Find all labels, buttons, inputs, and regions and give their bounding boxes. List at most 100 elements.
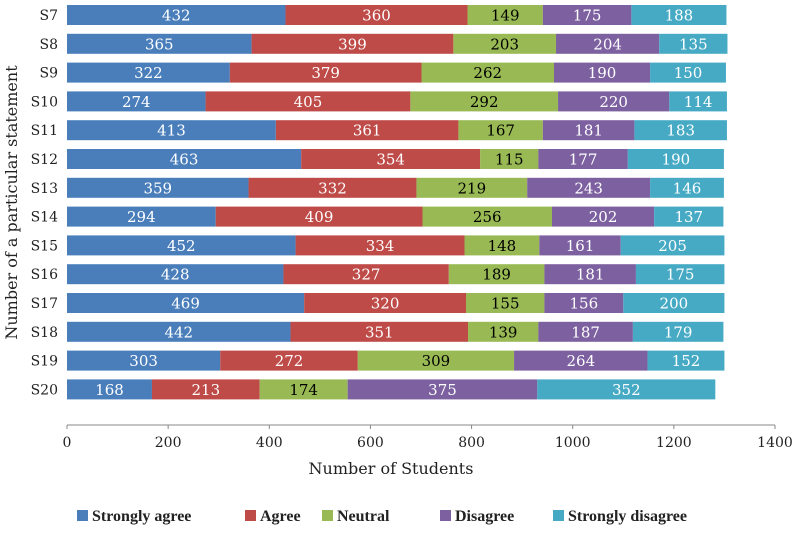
bar-segment-strongly-agree xyxy=(67,33,252,54)
bar-segment-agree xyxy=(205,91,411,112)
x-tick-label: 200 xyxy=(155,435,182,451)
bar-segment-disagree xyxy=(544,293,624,313)
bar-value-label: 114 xyxy=(684,93,713,111)
bar-value-label: 219 xyxy=(458,179,487,197)
bar-segment-strongly-disagree xyxy=(654,206,724,227)
bar-segment-agree xyxy=(248,177,417,198)
bar-value-label: 365 xyxy=(145,35,174,53)
bar-segment-strongly-disagree xyxy=(537,379,716,400)
bar-segment-disagree xyxy=(556,33,660,54)
y-tick-label: S9 xyxy=(40,66,59,82)
bar-value-label: 175 xyxy=(666,266,695,284)
bar-segment-strongly-agree xyxy=(67,5,286,25)
bar-segment-disagree xyxy=(558,91,670,112)
bar-segment-strongly-disagree xyxy=(631,5,727,25)
bar-value-label: 332 xyxy=(318,179,347,197)
bar-value-label: 174 xyxy=(289,381,318,399)
bar-segment-disagree xyxy=(544,264,636,285)
bar-value-label: 352 xyxy=(612,381,641,399)
bar-segment-neutral xyxy=(410,91,559,112)
bar-segment-disagree xyxy=(538,321,633,342)
y-tick-label: S17 xyxy=(31,296,58,312)
bar-segment-strongly-disagree xyxy=(659,33,728,54)
bar-value-label: 155 xyxy=(491,295,520,313)
bar-value-label: 177 xyxy=(569,151,598,169)
legend-swatch xyxy=(553,510,564,521)
bar-segment-agree xyxy=(229,62,422,83)
bar-segment-disagree xyxy=(514,350,648,371)
bar-value-label: 179 xyxy=(664,323,693,341)
bar-segment-strongly-disagree xyxy=(632,321,724,342)
y-tick-label: S13 xyxy=(31,181,58,197)
bar-value-label: 463 xyxy=(170,151,199,169)
bar-value-label: 399 xyxy=(338,35,367,53)
bar-value-label: 379 xyxy=(311,64,340,82)
bar-value-label: 168 xyxy=(95,381,124,399)
bars-layer: 432 360 149 175 188 365 399 203 204 135 322 379 262 1… xyxy=(67,5,728,400)
x-tick-label: 1200 xyxy=(656,435,692,451)
bar-value-label: 361 xyxy=(353,122,382,140)
bar-value-label: 292 xyxy=(470,93,499,111)
bar-value-label: 187 xyxy=(571,323,600,341)
bar-value-label: 205 xyxy=(658,237,687,255)
bar-value-label: 202 xyxy=(589,208,618,226)
bar-segment-agree xyxy=(151,379,260,400)
bar-value-label: 175 xyxy=(573,7,602,25)
bar-value-label: 189 xyxy=(482,266,511,284)
bar-segment-strongly-disagree xyxy=(620,235,725,256)
bar-value-label: 360 xyxy=(362,7,391,25)
bar-segment-strongly-disagree xyxy=(623,293,725,313)
bar-segment-strongly-agree xyxy=(67,293,305,313)
bar-segment-agree xyxy=(220,350,358,371)
bar-value-label: 156 xyxy=(570,295,599,313)
bar-value-label: 181 xyxy=(574,122,603,140)
bar-value-label: 167 xyxy=(486,122,515,140)
bar-value-label: 135 xyxy=(679,35,708,53)
bar-segment-strongly-agree xyxy=(67,91,206,112)
bar-segment-agree xyxy=(295,235,465,256)
bar-segment-strongly-disagree xyxy=(634,120,727,141)
x-tick-label: 0 xyxy=(63,435,72,451)
bar-segment-agree xyxy=(215,206,423,227)
bar-segment-strongly-agree xyxy=(67,206,216,227)
x-tick-label: 1400 xyxy=(757,435,793,451)
bar-value-label: 137 xyxy=(674,208,703,226)
bar-segment-neutral xyxy=(422,206,552,227)
bar-segment-strongly-agree xyxy=(67,235,296,256)
legend-label: Agree xyxy=(260,508,301,525)
bar-value-label: 204 xyxy=(593,35,622,53)
y-tick-label: S14 xyxy=(31,210,58,226)
bar-value-label: 413 xyxy=(157,122,186,140)
bar-segment-strongly-disagree xyxy=(647,350,725,371)
bar-value-label: 203 xyxy=(490,35,519,53)
bar-segment-agree xyxy=(290,321,469,342)
x-tick-label: 800 xyxy=(458,435,485,451)
x-tick-label: 1000 xyxy=(555,435,591,451)
y-tick-label: S15 xyxy=(31,238,58,254)
bar-value-label: 146 xyxy=(673,179,702,197)
axes-layer: S7 S8 S9 S10 S11 S12 S13 S14 S15 S16 S17 S18 S19 S20 0… xyxy=(31,8,793,451)
bar-segment-strongly-disagree xyxy=(650,62,726,83)
bar-segment-neutral xyxy=(357,350,515,371)
legend-label: Neutral xyxy=(337,508,390,525)
bar-value-label: 469 xyxy=(171,295,200,313)
y-tick-label: S19 xyxy=(31,354,58,370)
bar-value-label: 149 xyxy=(491,7,520,25)
legend-swatch xyxy=(245,510,256,521)
bar-value-label: 139 xyxy=(489,323,518,341)
bar-value-label: 351 xyxy=(365,323,394,341)
bar-value-label: 181 xyxy=(576,266,605,284)
bar-segment-agree xyxy=(251,33,454,54)
bar-value-label: 188 xyxy=(665,7,694,25)
bar-value-label: 405 xyxy=(294,93,323,111)
bar-value-label: 274 xyxy=(122,93,151,111)
bar-segment-neutral xyxy=(468,321,539,342)
bar-value-label: 442 xyxy=(164,323,193,341)
bar-segment-strongly-agree xyxy=(67,120,276,141)
bar-value-label: 320 xyxy=(371,295,400,313)
bar-value-label: 150 xyxy=(674,64,703,82)
bar-segment-neutral xyxy=(464,235,540,256)
bar-segment-neutral xyxy=(453,33,557,54)
bar-segment-strongly-agree xyxy=(67,177,249,198)
bar-value-label: 161 xyxy=(566,237,595,255)
